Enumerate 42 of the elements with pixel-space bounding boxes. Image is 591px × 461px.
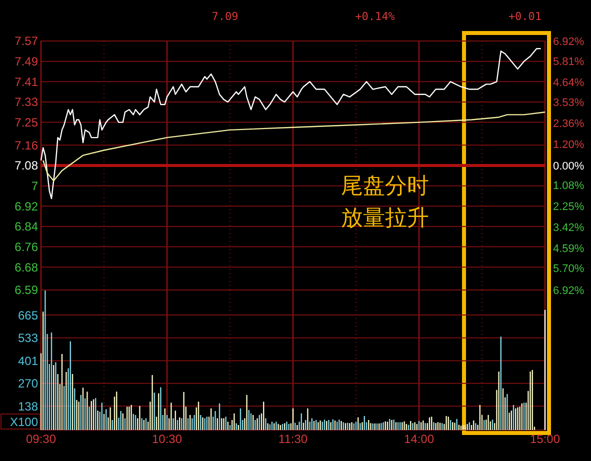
- text: 7.09: [212, 10, 238, 23]
- y-tick-label: 7.25: [14, 116, 38, 130]
- y-axis-title: X100: [10, 415, 38, 429]
- y-tick-label: 533: [18, 331, 38, 346]
- y2-tick-label: 3.42%: [553, 222, 584, 234]
- y2-tick-label: 4.59%: [553, 242, 584, 255]
- y-tick-label: 6.68: [14, 260, 38, 274]
- y2-tick-label: 0.00%: [553, 160, 584, 172]
- y-tick-label: 7: [31, 179, 38, 194]
- y2-tick-label: 5.70%: [553, 262, 584, 275]
- y2-tick-label: 6.92%: [553, 36, 584, 48]
- x-tick-label: 09:30: [26, 432, 56, 446]
- line-series: [40, 48, 542, 200]
- y-tick-label: 7.41: [14, 74, 38, 89]
- y-tick-label: 6.84: [14, 220, 38, 234]
- y-tick-label: 7.08: [14, 158, 38, 173]
- y-tick-label: 138: [18, 399, 38, 414]
- y-tick-label: 401: [18, 354, 38, 368]
- y-tick-label: 6.92: [14, 199, 38, 214]
- y-tick-label: 665: [18, 308, 38, 322]
- x-tick-label: 11:30: [278, 432, 308, 446]
- y2-tick-label: 4.64%: [553, 76, 584, 89]
- y-tick-label: 7.57: [14, 34, 38, 48]
- y2-tick-label: 5.81%: [553, 56, 584, 68]
- y-tick-label: 6.76: [14, 240, 38, 254]
- x-tick-label: 10:30: [152, 432, 182, 446]
- y-tick-label: 6.59: [14, 283, 38, 298]
- y2-tick-label: 2.36%: [553, 118, 584, 130]
- x-tick-label: 15:00: [530, 432, 560, 446]
- y2-tick-label: 6.92%: [553, 284, 584, 297]
- annotation: 尾盘分时放量拉升: [341, 174, 429, 231]
- y-tick-label: 270: [18, 376, 38, 391]
- y-tick-label: 7.49: [14, 54, 38, 69]
- y-tick-label: 7.16: [14, 138, 38, 152]
- text: +0.14%: [355, 10, 396, 23]
- y2-tick-label: 1.20%: [553, 138, 584, 151]
- text: +0.01: [508, 10, 542, 23]
- y-tick-label: 7.33: [14, 95, 38, 110]
- y2-tick-label: 2.25%: [553, 200, 584, 213]
- y2-tick-label: 3.53%: [553, 96, 584, 109]
- y2-tick-label: 1.08%: [553, 180, 584, 192]
- x-tick-label: 14:00: [404, 432, 434, 446]
